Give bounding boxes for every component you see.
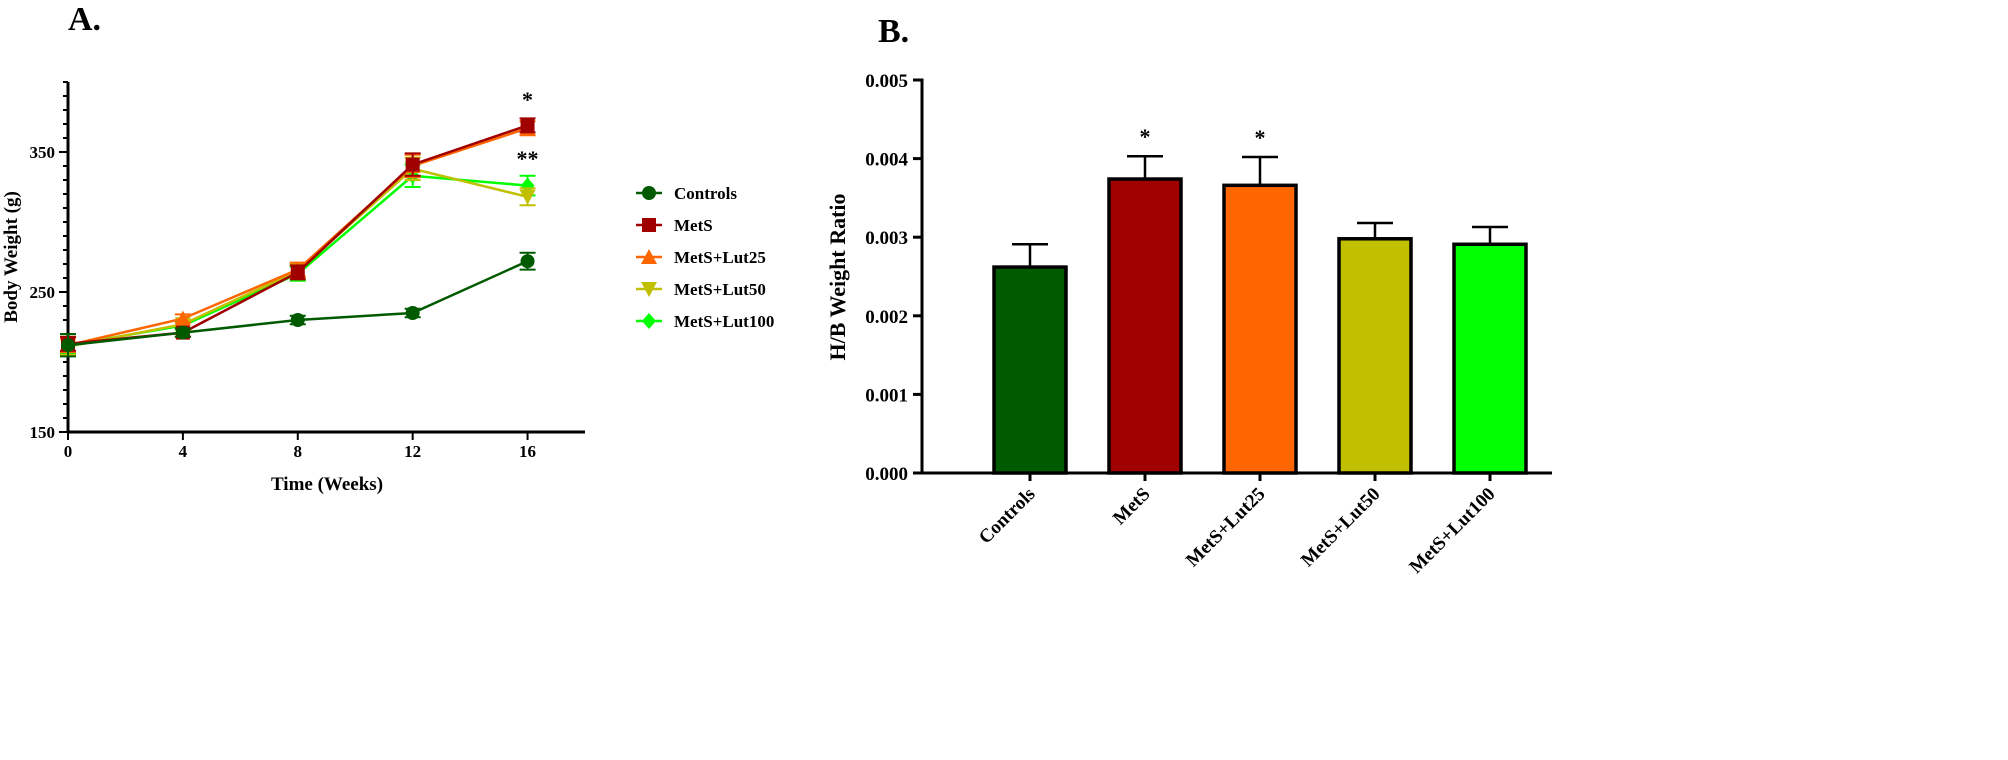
x-tick-label: MetS+Lut25 xyxy=(1182,484,1269,571)
legend-label: Controls xyxy=(674,184,737,203)
bar xyxy=(1222,183,1298,475)
significance-marker: * xyxy=(1140,124,1151,149)
circle-marker xyxy=(520,254,535,269)
legend: Controls MetS MetS+Lut25 MetS+Lut50 MetS+Lut… xyxy=(636,184,774,331)
x-tick-label: MetS xyxy=(1109,484,1154,529)
panel-a-y-axis-label: Body Weight (g) xyxy=(1,191,22,323)
y-tick-label: 150 xyxy=(30,423,56,442)
x-tick-label: MetS+Lut100 xyxy=(1405,484,1499,578)
bar xyxy=(1107,177,1183,475)
x-tick-label: 0 xyxy=(64,442,73,461)
y-tick-label: 0.003 xyxy=(865,228,908,249)
panel-b-bar-chart: 0.000 0.001 0.002 0.003 0.004 0.005 Controls * M… xyxy=(865,71,1552,578)
series-controls xyxy=(60,251,536,358)
bar-controls: Controls xyxy=(975,243,1068,549)
x-tick-label: 8 xyxy=(294,442,303,461)
legend-item: MetS+Lut50 xyxy=(636,280,766,299)
series-line xyxy=(67,127,528,347)
legend-item: Controls xyxy=(636,184,737,203)
triangle-down-marker xyxy=(519,189,536,205)
x-tick-label: 16 xyxy=(519,442,536,461)
triangle-up-marker xyxy=(174,310,191,326)
significance-marker: * xyxy=(522,87,533,112)
square-marker xyxy=(642,218,656,232)
panel-b-label: B. xyxy=(878,13,909,50)
square-marker xyxy=(405,157,420,172)
legend-label: MetS xyxy=(674,216,713,235)
bar xyxy=(1452,242,1528,475)
x-tick-label: 12 xyxy=(404,442,421,461)
y-tick-label: 0.004 xyxy=(865,150,908,171)
y-tick-label: 0.005 xyxy=(865,71,908,92)
panel-b-y-axis-label: H/B Weight Ratio xyxy=(825,193,850,360)
panel-a-x-axis-label: Time (Weeks) xyxy=(271,474,383,495)
circle-marker xyxy=(61,338,75,353)
y-tick-label: 0.001 xyxy=(865,385,908,406)
circle-marker xyxy=(175,325,190,340)
legend-label: MetS+Lut25 xyxy=(674,248,766,267)
diamond-marker xyxy=(642,313,656,329)
y-tick-label: 350 xyxy=(30,143,56,162)
square-marker xyxy=(520,118,535,133)
bar-mets-lut50: MetS+Lut50 xyxy=(1297,221,1413,571)
x-tick-label: MetS+Lut50 xyxy=(1297,484,1384,571)
y-tick-label: 250 xyxy=(30,283,56,302)
bar xyxy=(1337,237,1413,475)
bar-mets-lut100: MetS+Lut100 xyxy=(1405,225,1528,578)
panel-a-label: A. xyxy=(68,1,101,38)
square-marker xyxy=(290,265,305,280)
legend-label: MetS+Lut50 xyxy=(674,280,766,299)
significance-marker: * xyxy=(1255,125,1266,150)
triangle-down-marker xyxy=(641,282,657,297)
circle-marker xyxy=(290,313,305,327)
x-tick-label: Controls xyxy=(975,484,1040,549)
bar-mets-lut25: * MetS+Lut25 xyxy=(1182,125,1298,571)
x-tick-label: 4 xyxy=(179,442,188,461)
legend-label: MetS+Lut100 xyxy=(674,312,774,331)
series-line xyxy=(67,124,528,346)
circle-marker xyxy=(405,306,420,320)
y-tick-label: 0.000 xyxy=(865,464,908,485)
legend-item: MetS+Lut100 xyxy=(636,312,774,331)
bar xyxy=(992,265,1068,475)
legend-item: MetS+Lut25 xyxy=(636,248,766,267)
circle-marker xyxy=(642,186,656,200)
significance-marker: ** xyxy=(517,146,539,171)
triangle-up-marker xyxy=(641,249,657,264)
bar-mets: * MetS xyxy=(1107,124,1183,529)
legend-item: MetS xyxy=(636,216,713,235)
diamond-marker xyxy=(520,177,535,194)
y-tick-label: 0.002 xyxy=(865,307,908,328)
